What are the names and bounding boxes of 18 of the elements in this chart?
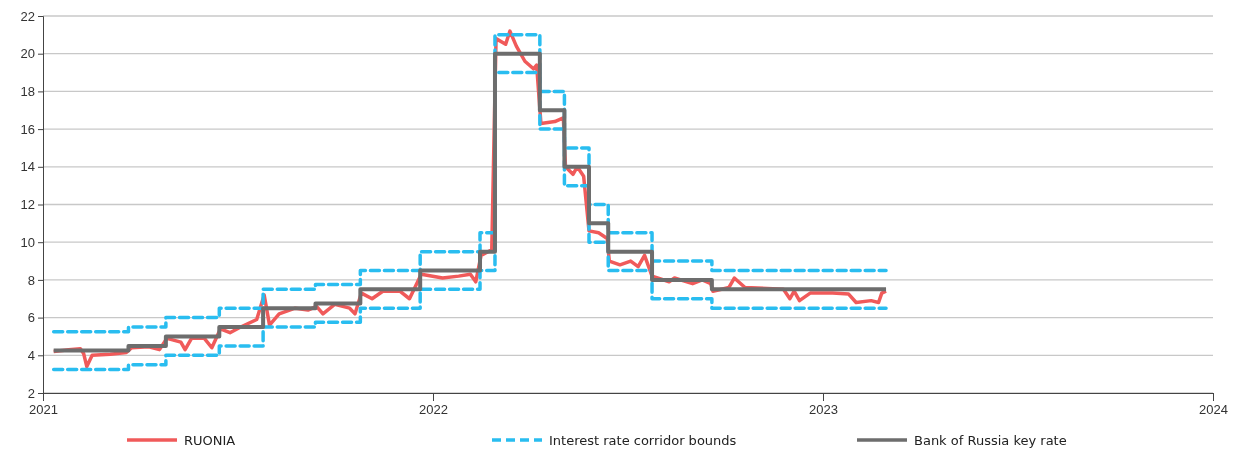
y-tick-label: 2 (27, 385, 35, 401)
legend-label: Bank of Russia key rate (914, 433, 1067, 448)
legend-label: Interest rate corridor bounds (549, 433, 737, 448)
y-tick-label: 6 (27, 310, 35, 326)
y-tick-label: 10 (20, 234, 35, 250)
y-tick-label: 4 (27, 347, 35, 363)
y-tick-label: 20 (20, 46, 35, 62)
y-tick-label: 8 (27, 272, 35, 288)
y-tick-label: 22 (20, 8, 35, 24)
y-tick-label: 16 (20, 121, 35, 137)
y-tick-label: 14 (20, 159, 35, 175)
x-tick-label: 2023 (809, 402, 838, 418)
legend-label: RUONIA (184, 433, 236, 448)
x-tick-label: 2022 (419, 402, 448, 418)
y-tick-label: 18 (20, 84, 35, 100)
x-tick-label: 2021 (29, 402, 58, 418)
y-tick-label: 12 (20, 197, 35, 213)
x-tick-label: 2024 (1199, 402, 1228, 418)
